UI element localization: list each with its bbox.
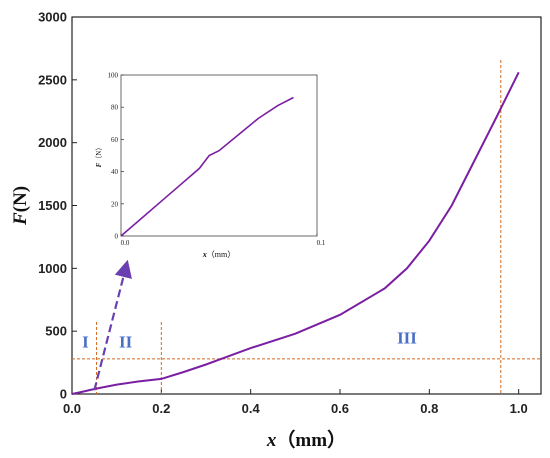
y-tick-label: 500 bbox=[45, 324, 67, 339]
y-tick-label: 1000 bbox=[38, 261, 67, 276]
inset-y-tick-label: 40 bbox=[111, 168, 119, 176]
inset-y-tick-label: 20 bbox=[111, 200, 119, 208]
x-tick-label: 0.0 bbox=[63, 401, 81, 416]
region-label: II bbox=[119, 333, 133, 352]
y-axis-var: F bbox=[10, 212, 31, 226]
inset-y-tick-label: 60 bbox=[111, 136, 119, 144]
inset-y-axis-title: F（N） bbox=[95, 144, 103, 168]
inset-y-axis-unit: （N） bbox=[95, 144, 103, 163]
inset-y-tick-label: 80 bbox=[111, 104, 119, 112]
y-tick-label: 2500 bbox=[38, 72, 67, 87]
inset-force-curve bbox=[120, 96, 294, 237]
y-axis-unit: (N) bbox=[10, 186, 31, 212]
x-tick-label: 0.4 bbox=[242, 401, 261, 416]
force-curve bbox=[71, 71, 520, 395]
inset-plot: 0.0 0.1 0 20 40 60 80 100 x（mm） F（N） bbox=[95, 72, 326, 260]
region-label: I bbox=[82, 333, 89, 352]
y-tick-label: 3000 bbox=[38, 10, 67, 25]
x-tick-label: 0.8 bbox=[420, 401, 438, 416]
x-axis-title: x（mm） bbox=[266, 428, 346, 451]
y-tick-label: 2000 bbox=[38, 135, 67, 150]
inset-x-tick-label: 0.1 bbox=[317, 239, 326, 247]
inset-y-tick-label: 0 bbox=[115, 233, 119, 241]
x-axis-var: x bbox=[266, 430, 277, 451]
inset-x-axis-var: x bbox=[202, 250, 207, 259]
inset-x-tick-label: 0.0 bbox=[121, 239, 130, 247]
zoom-arrow bbox=[93, 259, 132, 391]
inset-y-tick-label: 100 bbox=[108, 72, 119, 80]
y-axis-title: F(N) bbox=[10, 186, 31, 226]
x-axis-unit: （mm） bbox=[276, 428, 346, 451]
main-plot: 0.0 0.2 0.4 0.6 0.8 1.00500100015002000250030… bbox=[10, 10, 542, 451]
inset-x-axis-title: x（mm） bbox=[202, 250, 235, 259]
region-label: III bbox=[397, 329, 417, 348]
y-tick-label: 1500 bbox=[38, 198, 67, 213]
x-tick-label: 0.2 bbox=[152, 401, 170, 416]
inset-x-axis-unit: （mm） bbox=[207, 250, 235, 259]
inset-frame bbox=[120, 74, 318, 237]
x-tick-label: 0.6 bbox=[331, 401, 349, 416]
x-tick-label: 1.0 bbox=[510, 401, 528, 416]
inset-y-axis-var: F bbox=[95, 162, 103, 167]
y-tick-label: 0 bbox=[60, 387, 67, 402]
